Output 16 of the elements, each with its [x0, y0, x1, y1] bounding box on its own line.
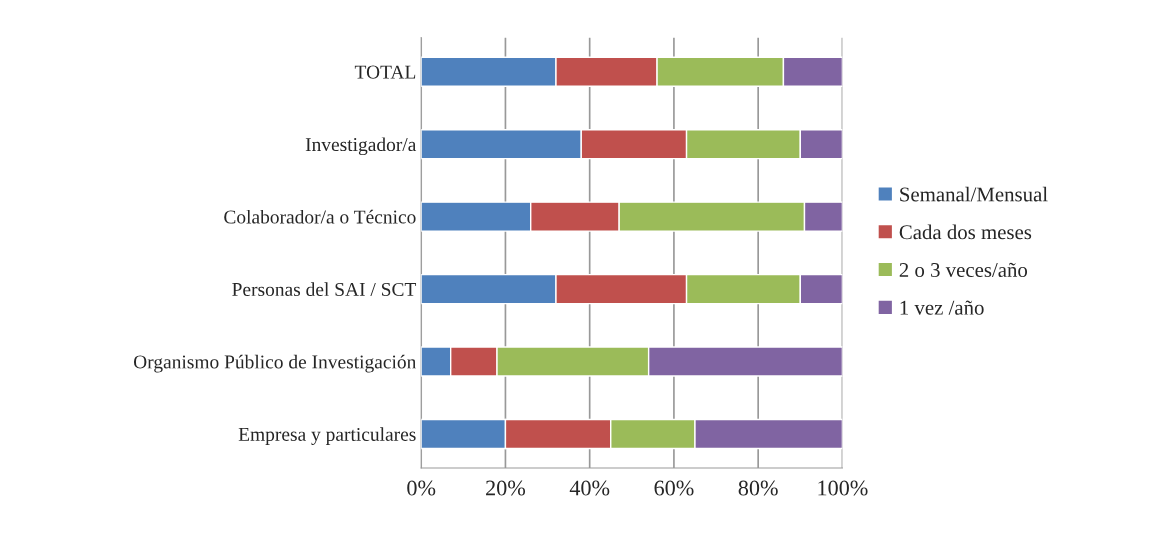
y-tick-label: Colaborador/a o Técnico [224, 209, 416, 224]
legend-label: Semanal/Mensual [900, 186, 1048, 202]
y-tick-label: Personas del SAI / SCT [232, 282, 417, 297]
x-tick-label: 20% [486, 480, 526, 496]
x-tick-label: 60% [654, 480, 694, 496]
y-tick-label: Investigador/a [305, 137, 417, 156]
y-tick-label: Organismo Público de Investigación [133, 354, 417, 373]
y-tick-label: TOTAL [354, 65, 416, 79]
x-tick-label: 100% [818, 480, 868, 496]
legend-label: 2 o 3 veces/año [899, 262, 1028, 278]
x-tick-label: 0% [407, 480, 436, 496]
x-tick-label: 40% [569, 480, 610, 496]
legend-label: 1 vez /año [900, 300, 984, 315]
legend-label: Cada dos meses [899, 224, 1032, 240]
y-tick-label: Empresa y particulares [238, 427, 416, 445]
x-tick-label: 80% [738, 480, 778, 496]
